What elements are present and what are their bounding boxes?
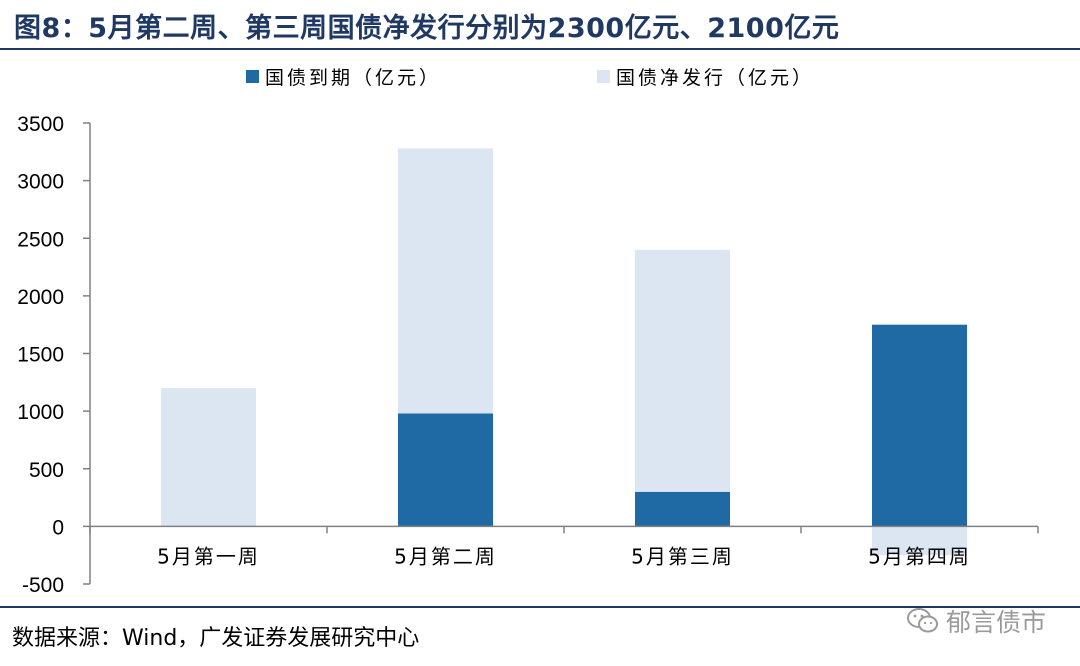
y-tick-label: 3500 <box>17 113 64 136</box>
x-tick-label: 5月第三周 <box>631 544 734 568</box>
figure-title: 图8：5月第二周、第三周国债净发行分别为2300亿元、2100亿元 <box>14 13 840 44</box>
y-tick-label: 2000 <box>17 286 64 309</box>
footer-rule <box>0 606 1080 608</box>
bar-maturity-2 <box>398 413 493 527</box>
source-note: 数据来源：Wind，广发证券发展研究中心 <box>12 626 420 651</box>
y-tick-label: 1000 <box>17 401 64 424</box>
wechat-icon <box>906 608 938 633</box>
y-tick-label: 3000 <box>17 171 64 194</box>
x-tick-label: 5月第二周 <box>394 544 497 568</box>
bar-maturity-3 <box>635 491 730 527</box>
y-tick-label: 500 <box>29 459 64 482</box>
legend-swatch-maturity <box>246 70 259 83</box>
bar-net-issuance-2 <box>398 148 493 414</box>
bar-maturity-4 <box>872 324 967 527</box>
bar-net-issuance-3 <box>635 249 730 492</box>
legend-label-net-issuance: 国债净发行（亿元） <box>616 67 814 89</box>
stacked-bar-chart: 国债到期（亿元） 国债净发行（亿元） 5月第一周 5月第二周 5月第三周 5月第四周 3… <box>17 67 1039 597</box>
y-tick-label: 1500 <box>17 344 64 367</box>
watermark-text: 郁言债市 <box>945 608 1046 637</box>
x-tick-label: 5月第四周 <box>868 544 971 568</box>
legend-label-maturity: 国债到期（亿元） <box>265 67 441 89</box>
y-tick-label: -500 <box>22 574 64 597</box>
legend-swatch-net-issuance <box>597 70 610 83</box>
legend: 国债到期（亿元） 国债净发行（亿元） <box>246 67 814 89</box>
bar-net-issuance-1 <box>161 388 256 527</box>
bar-net-issuance-4 <box>872 526 967 556</box>
watermark: 郁言债市 <box>906 603 1046 639</box>
y-tick-label: 2500 <box>17 228 64 251</box>
y-tick-label: 0 <box>52 516 64 539</box>
x-tick-label: 5月第一周 <box>157 544 260 568</box>
title-rule <box>0 48 1080 50</box>
